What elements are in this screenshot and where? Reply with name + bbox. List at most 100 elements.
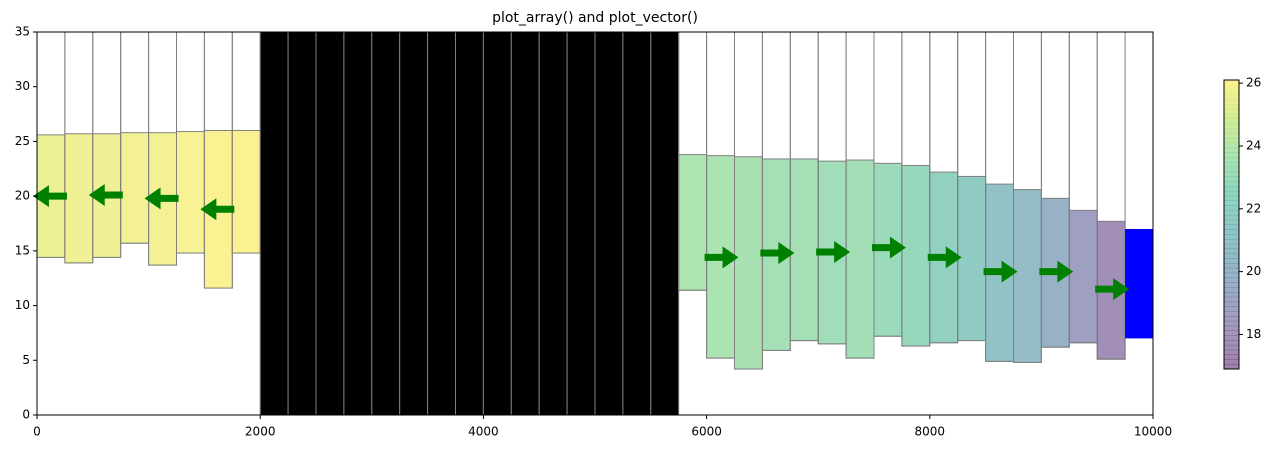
plot-frame: [36, 31, 1154, 416]
colorbar-slice: [1224, 311, 1239, 317]
colorbar-slice: [1224, 171, 1239, 177]
colorbar-slice: [1224, 128, 1239, 134]
cell: [789, 158, 819, 342]
colorbar-slice: [1224, 335, 1239, 341]
inactive-cell: [343, 31, 373, 416]
vector-arrow: [32, 185, 67, 208]
colorbar-slice: [1224, 123, 1239, 129]
colorbar-slice: [1224, 277, 1239, 283]
colorbar-slice: [1224, 181, 1239, 187]
colorbar-slice: [1224, 142, 1239, 148]
constant-head-cell: [1125, 228, 1153, 339]
colorbar-tick-label: 24: [1246, 138, 1261, 152]
colorbar-slice: [1224, 330, 1239, 336]
vector-arrow: [871, 236, 906, 259]
colorbar-slice: [1224, 296, 1239, 303]
inactive-cell: [399, 31, 429, 416]
colorbar-slice: [1224, 195, 1239, 201]
vector-arrow: [144, 187, 179, 210]
colorbar-slice: [1224, 316, 1239, 322]
y-tick-label: 0: [22, 408, 30, 422]
colorbar-slice: [1224, 301, 1239, 307]
colorbar-slice: [1224, 344, 1239, 351]
colorbar-slice: [1224, 104, 1239, 110]
colorbar-slice: [1224, 248, 1239, 254]
cell: [1068, 209, 1098, 344]
cell: [231, 129, 261, 254]
colorbar-slice: [1224, 291, 1239, 298]
colorbar-slice: [1224, 320, 1239, 327]
colorbar-slice: [1224, 137, 1239, 144]
colorbar-slice: [1224, 243, 1239, 250]
colorbar-slice: [1224, 205, 1239, 211]
colorbar-slice: [1224, 157, 1239, 163]
colorbar-slice: [1224, 349, 1239, 356]
colorbar-slice: [1224, 210, 1239, 216]
inactive-cell: [259, 31, 289, 416]
y-tick-label: 35: [15, 25, 30, 39]
colorbar-frame: [1223, 79, 1240, 370]
colorbar-slice: [1224, 258, 1239, 264]
inactive-cell: [510, 31, 540, 416]
inactive-cell: [315, 31, 345, 416]
colorbar-slice: [1224, 253, 1239, 259]
y-tick-label: 15: [15, 243, 30, 257]
vector-arrow: [983, 260, 1018, 283]
vector-arrow: [704, 246, 739, 269]
y-tick-label: 30: [15, 79, 30, 93]
colorbar-slice: [1224, 272, 1239, 278]
cell: [176, 131, 205, 254]
colorbar-tick-label: 20: [1246, 264, 1261, 278]
y-tick-label: 20: [15, 189, 30, 203]
inactive-cell: [482, 31, 512, 416]
colorbar-slice: [1224, 108, 1239, 115]
inactive-cell: [538, 31, 568, 416]
inactive-cell: [427, 31, 457, 416]
x-tick-label: 4000: [468, 425, 499, 439]
colorbar-slice: [1224, 176, 1239, 182]
cell: [734, 156, 763, 370]
colorbar-tick-label: 26: [1246, 76, 1261, 90]
colorbar-slice: [1224, 99, 1239, 105]
colorbar-slice: [1224, 190, 1239, 197]
colorbar-slice: [1224, 166, 1239, 173]
x-tick-label: 2000: [245, 425, 276, 439]
colorbar-slice: [1224, 185, 1239, 192]
colorbar-slice: [1224, 118, 1239, 124]
cell: [901, 165, 931, 347]
colorbar-slice: [1224, 287, 1239, 293]
x-tick-label: 0: [33, 425, 41, 439]
colorbar-slice: [1224, 340, 1239, 346]
colorbar-slice: [1224, 214, 1239, 221]
cell: [120, 132, 150, 244]
colorbar-slice: [1224, 224, 1239, 230]
x-tick-label: 8000: [915, 425, 946, 439]
colorbar-slice: [1224, 354, 1239, 360]
cell: [678, 154, 708, 291]
colorbar-tick-label: 22: [1246, 201, 1261, 215]
vector-arrow: [927, 246, 962, 269]
cell: [64, 133, 94, 264]
vector-arrow: [1095, 278, 1130, 301]
colorbar-slice: [1224, 359, 1239, 365]
inactive-cell: [455, 31, 484, 416]
colorbar-slice: [1224, 147, 1239, 153]
chart-title: plot_array() and plot_vector(): [492, 10, 698, 26]
y-tick-label: 5: [22, 353, 30, 367]
inactive-cell: [594, 31, 624, 416]
inactive-cell: [287, 31, 317, 416]
colorbar-slice: [1224, 94, 1239, 100]
colorbar-slice: [1224, 84, 1239, 91]
colorbar-slice: [1224, 200, 1239, 206]
colorbar-slice: [1224, 364, 1239, 370]
vector-arrow: [816, 240, 851, 263]
y-tick-label: 25: [15, 134, 30, 148]
vector-arrow: [200, 198, 235, 221]
colorbar-slice: [1224, 267, 1239, 274]
y-tick-label: 10: [15, 298, 30, 312]
inactive-cell: [622, 31, 652, 416]
colorbar-slice: [1224, 263, 1239, 269]
colorbar-slice: [1224, 229, 1239, 235]
